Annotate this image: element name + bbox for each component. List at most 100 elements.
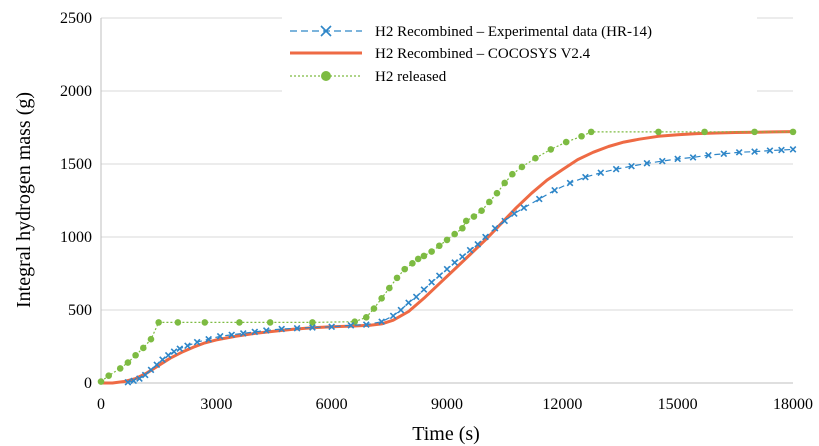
data-point [236, 319, 243, 326]
data-point [474, 240, 482, 248]
data-point [216, 332, 224, 340]
data-point [482, 233, 489, 241]
data-point [293, 324, 301, 332]
data-point [451, 230, 458, 238]
series-line [101, 130, 794, 385]
data-point [478, 207, 485, 215]
series-layer [97, 128, 797, 386]
data-point [124, 378, 132, 386]
data-point [130, 377, 138, 385]
data-point [401, 265, 409, 273]
data-point [136, 375, 143, 382]
y-tick-label: 1500 [60, 156, 92, 173]
data-point [518, 163, 526, 171]
x-tick-label: 12000 [542, 396, 582, 413]
data-point [658, 157, 666, 165]
data-point [132, 351, 139, 359]
x-tick-label: 3000 [200, 396, 232, 413]
data-point [97, 378, 105, 385]
data-point [451, 259, 459, 266]
data-point [778, 146, 785, 154]
legend-marker-released [321, 71, 331, 81]
data-point [105, 372, 112, 380]
legend-entry-cocosys: H2 Recombined – COCOSYS V2.4 [290, 46, 591, 62]
y-tick-label: 2000 [60, 83, 92, 100]
data-point [520, 204, 528, 212]
data-point [535, 195, 543, 203]
data-point [309, 319, 316, 326]
data-point [643, 159, 651, 167]
data-point [501, 179, 508, 187]
data-point [362, 314, 370, 321]
x-tick-label: 0 [97, 396, 105, 413]
data-point [278, 325, 286, 333]
data-point [735, 148, 743, 156]
data-point [466, 246, 474, 254]
data-point [155, 319, 162, 326]
data-point [566, 179, 574, 187]
data-point [170, 348, 178, 355]
tick-labels: 0 500 1000 1500 2000 2500 0 3000 6000 9000 12000 15… [60, 10, 813, 413]
data-point [547, 146, 555, 153]
legend-label-released: H2 released [375, 69, 447, 85]
data-point [766, 147, 774, 154]
data-point [409, 259, 416, 267]
data-point [193, 338, 201, 346]
data-point [139, 344, 147, 352]
data-point [582, 173, 589, 181]
data-point [378, 318, 386, 326]
data-point [153, 361, 161, 369]
data-point [443, 236, 451, 244]
data-point [228, 331, 236, 339]
data-point [378, 295, 385, 302]
legend-label-experimental: H2 Recombined – Experimental data (HR-14… [375, 24, 652, 40]
data-point [428, 248, 435, 255]
data-point [174, 319, 182, 326]
data-point [251, 328, 259, 336]
data-point [789, 128, 797, 136]
data-point [674, 155, 682, 163]
data-point [443, 265, 451, 273]
x-tick-label: 15000 [658, 396, 698, 413]
data-point [462, 217, 470, 225]
series-0 [124, 146, 797, 386]
legend-marker [320, 25, 332, 37]
legend: H2 Recombined – Experimental data (HR-14… [282, 13, 757, 95]
data-point [147, 335, 155, 343]
data-point [493, 189, 501, 197]
data-point [510, 210, 518, 218]
x-axis-title: Time (s) [412, 423, 480, 445]
data-point [266, 319, 274, 326]
series-1 [101, 130, 794, 385]
y-tick-label: 2500 [60, 10, 92, 27]
data-point [176, 345, 184, 353]
data-point [435, 272, 443, 280]
data-point [720, 150, 728, 158]
data-point [393, 274, 401, 282]
series-line [127, 148, 794, 383]
data-point [628, 162, 635, 170]
data-point [386, 284, 393, 292]
data-point [428, 278, 435, 286]
y-tick-label: 500 [68, 302, 92, 319]
data-point [124, 359, 132, 366]
data-point [459, 224, 466, 232]
data-point [239, 329, 247, 337]
data-point [655, 128, 662, 136]
axes [100, 18, 793, 384]
data-point [362, 321, 370, 328]
data-point [414, 255, 422, 263]
data-point [420, 252, 428, 260]
data-point [436, 242, 443, 250]
data-point [309, 324, 316, 331]
data-point [389, 312, 397, 320]
data-point [789, 146, 797, 153]
data-point [485, 198, 493, 206]
data-point [551, 186, 559, 194]
data-point [532, 154, 539, 162]
y-axis-title: Integral hydrogen mass (g) [13, 92, 35, 308]
data-point [751, 128, 758, 136]
data-point [751, 148, 758, 155]
data-point [116, 365, 124, 372]
x-tick-label: 9000 [431, 396, 463, 413]
